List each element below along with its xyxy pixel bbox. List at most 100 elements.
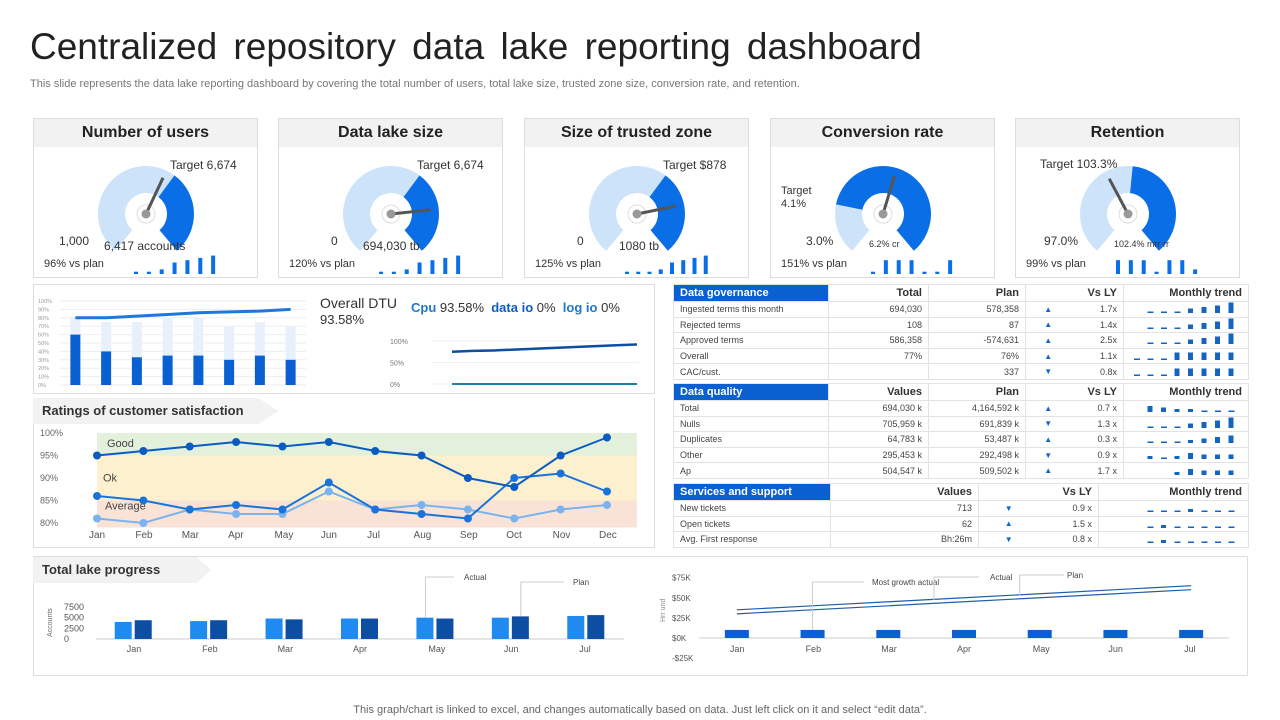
trend-bar	[1147, 426, 1154, 428]
kpi-title: Data lake size	[279, 119, 502, 147]
annotation-label: Plan	[573, 578, 589, 587]
gauge-needle	[390, 208, 431, 216]
sparkbars	[1147, 524, 1235, 528]
y-tick-label: 7500	[64, 602, 84, 612]
annotation-label: Actual	[464, 573, 486, 582]
kpi-vs-plan: 151% vs plan	[781, 258, 848, 270]
row-label: Ap	[673, 462, 829, 479]
rating-line	[96, 490, 608, 525]
trend-bar	[1228, 541, 1235, 544]
trend-bar	[211, 255, 216, 274]
table-header: Data quality Values Plan Vs LY Monthly trend	[673, 383, 1249, 401]
kpi-title: Size of trusted zone	[525, 119, 748, 147]
ratings-chart: Good Ok Average 80% 85% 90% 95% 100% Jan Feb Mar Ap…	[40, 428, 637, 541]
trend-bar	[1228, 368, 1234, 376]
table-row: Total 694,030 k 4,164,592 k ▲ 0.7 x	[673, 400, 1249, 417]
row-label: Other	[673, 446, 829, 464]
sparkbars	[1147, 435, 1234, 444]
cpu-label: Cpu	[411, 300, 437, 315]
trend-bar	[935, 271, 940, 274]
kpi-vs-plan: 125% vs plan	[535, 258, 602, 270]
trend-bar	[948, 260, 953, 274]
logio-label: log io	[562, 300, 598, 315]
trend-bar	[1161, 426, 1167, 428]
trend-bar	[1147, 327, 1154, 329]
row-vs-ly: 1.1x	[1070, 347, 1124, 365]
row-value: 77%	[828, 347, 929, 365]
trend-bar	[1228, 417, 1234, 428]
bar-actual	[416, 617, 434, 639]
rating-point	[603, 501, 611, 509]
trend-bar	[1174, 441, 1181, 444]
trend-bar	[1161, 524, 1166, 528]
trend-bar	[1201, 410, 1208, 413]
trend-bar	[1215, 510, 1221, 513]
monthly-trend	[1098, 515, 1249, 533]
annotation-leader	[520, 581, 564, 617]
arrow-down-icon: ▼	[978, 531, 1039, 548]
column-header: Data governance	[673, 284, 829, 302]
trend-bar	[1201, 454, 1207, 460]
kpi-value: 6,417 accounts	[104, 239, 186, 253]
trend-bar	[896, 260, 901, 274]
column-header: Monthly trend	[1123, 284, 1249, 302]
column-header: Total	[828, 284, 929, 302]
cpu-line	[451, 343, 638, 353]
column-header: Services and support	[673, 483, 831, 501]
arrow-up-icon: ▲	[1025, 316, 1071, 334]
dtu-panel: 0% 10% 20% 30% 40% 50% 60% 70% 80% 90% 100% Overal…	[33, 284, 655, 394]
trend-bar	[1215, 410, 1221, 413]
rating-line	[96, 436, 608, 489]
gauge-value-arc	[1130, 166, 1176, 251]
rating-point	[417, 451, 426, 460]
kpi-card: Number of users Target 6,674 1,000 6,417…	[33, 118, 258, 278]
row-label: Total	[673, 400, 829, 417]
trend-bar	[1134, 374, 1140, 376]
arrow-up-icon: ▲	[1025, 400, 1071, 417]
sparkbars	[1147, 333, 1234, 345]
y-tick-label: $0K	[672, 634, 687, 643]
y-tick-label: 70%	[38, 324, 49, 330]
kpi-target: Target 4.1%	[781, 185, 812, 210]
gauge	[835, 166, 953, 274]
gauge-value-arc	[403, 175, 439, 251]
row-vs-ly: 0.9 x	[1038, 500, 1099, 517]
trend-bar	[1188, 526, 1194, 528]
table-row: Approved terms 586,358 -574,631 ▲ 2.5x	[673, 332, 1249, 349]
gauge-hub	[1123, 209, 1133, 219]
table-header: Data governance Total Plan Vs LY Monthly tre…	[673, 284, 1249, 302]
trend-bar	[625, 271, 629, 274]
trend-bar	[1147, 374, 1154, 376]
column-header: Values	[830, 483, 979, 501]
row-value: 694,030 k	[828, 400, 929, 417]
trend-bar	[1228, 454, 1234, 460]
table-row: Duplicates 64,783 k 53,487 k ▲ 0.3 x	[673, 431, 1249, 448]
row-value: 62	[830, 515, 979, 533]
rating-point	[232, 510, 241, 518]
trend-bar	[1228, 302, 1234, 314]
x-tick-label: Feb	[135, 530, 153, 541]
x-tick-label: May	[428, 644, 446, 654]
bar-total	[193, 317, 204, 385]
y-tick-label: 50%	[38, 341, 49, 347]
rating-point	[324, 478, 333, 487]
row-value: 586,358	[828, 332, 929, 349]
band-label: Good	[107, 438, 134, 450]
trend-bar	[647, 271, 652, 274]
y-tick-label: 60%	[38, 333, 49, 339]
y-tick-label: 90%	[40, 473, 58, 483]
column-header: Values	[828, 383, 929, 401]
bar-value	[101, 351, 112, 385]
bar-plan	[210, 620, 228, 639]
rating-point	[556, 505, 565, 514]
band-good	[97, 433, 637, 456]
trend-bar	[1215, 420, 1220, 428]
row-plan: 691,839 k	[928, 415, 1026, 433]
trend-bar	[1161, 510, 1167, 513]
lake-progress-title: Total lake progress	[33, 557, 211, 583]
kpi-card: Retention Target 103.3% 97.0% 102.4% mrr…	[1015, 118, 1240, 278]
table-header: Services and support Values Vs LY Monthly t…	[673, 483, 1249, 501]
trend-bar	[1193, 269, 1198, 274]
row-vs-ly: 1.7 x	[1070, 462, 1124, 479]
monthly-trend	[1123, 301, 1249, 318]
